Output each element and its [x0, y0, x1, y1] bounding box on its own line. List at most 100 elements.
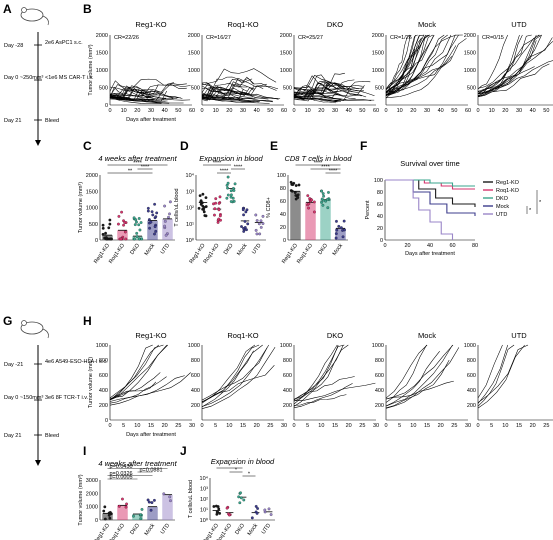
tumor-trace: [385, 34, 463, 95]
data-point: [226, 186, 229, 190]
y-tick-label: 2000: [280, 33, 292, 39]
y-tick-label: 1000: [96, 343, 108, 349]
data-point: [290, 189, 294, 193]
x-tick-label: 10: [397, 108, 403, 114]
data-point: [267, 507, 271, 511]
data-point: [153, 225, 157, 229]
tumor-trace: [109, 80, 164, 94]
significance-label: **: [128, 169, 133, 175]
x-tick-label: 50: [359, 108, 365, 114]
y-tick-label: 0: [95, 238, 98, 244]
data-point: [123, 221, 127, 224]
panel-c-bar-chart: 4 weeks after treatment0500100015002000T…: [78, 154, 178, 265]
tumor-trace: [477, 344, 515, 407]
y-tick-label: 10⁰: [186, 237, 195, 244]
cr-label: CR=16/27: [206, 35, 231, 41]
y-tick-label: 3000: [86, 478, 98, 484]
x-tick-label: 60: [465, 108, 471, 114]
x-tick-label: 0: [292, 423, 295, 429]
timeline-day: Day 21: [4, 118, 21, 124]
data-point: [151, 213, 155, 217]
subplot-title: DKO: [327, 331, 343, 340]
y-tick-label: 1000: [372, 343, 384, 349]
tumor-trace: [109, 344, 168, 401]
category-label: Roq1-KO: [108, 522, 126, 540]
tumor-trace: [477, 344, 508, 404]
data-point: [335, 219, 338, 223]
p-value-label: p=0.0450: [110, 464, 133, 470]
y-tick-label: 200: [99, 403, 108, 409]
panel-label-h: H: [83, 314, 92, 328]
data-point: [229, 195, 233, 199]
y-tick-label: 500: [467, 86, 476, 92]
data-point: [322, 194, 326, 198]
data-point: [258, 232, 262, 236]
data-point: [149, 220, 153, 224]
x-tick-label: 20: [226, 108, 232, 114]
timeline-day: Day -21: [4, 362, 23, 368]
data-point: [226, 181, 230, 185]
data-point: [169, 499, 172, 503]
y-tick-label: 1000: [464, 68, 476, 74]
tumor-trace: [385, 351, 440, 407]
tumor-trace: [385, 34, 448, 96]
y-tick-label: 400: [191, 388, 200, 394]
y-tick-label: 1500: [188, 51, 200, 57]
x-tick-label: 20: [318, 108, 324, 114]
tumor-trace: [201, 344, 263, 403]
data-point: [238, 501, 242, 505]
tumor-trace: [385, 34, 418, 97]
x-tick-label: 10: [121, 108, 127, 114]
y-tick-label: 20: [377, 226, 383, 232]
y-tick-label: 600: [191, 373, 200, 379]
y-tick-label: 0: [283, 238, 286, 244]
tumor-trace: [201, 350, 254, 408]
tumor-trace: [385, 34, 452, 94]
category-label: Roq1-KO: [296, 242, 314, 265]
data-point: [261, 222, 265, 225]
data-point: [197, 206, 201, 210]
tumor-trace: [477, 34, 540, 94]
tumor-trace: [201, 82, 251, 95]
tumor-trace: [109, 78, 187, 97]
subplot-title: UTD: [511, 20, 527, 29]
chart-title: Expansion in blood: [211, 457, 275, 466]
panel-j-scatter: Expansion in blood 10⁰ 10¹ 10² 10³ 10⁴ T cells…: [188, 457, 275, 540]
x-tick-label: 15: [240, 423, 246, 429]
x-tick-label: 40: [438, 108, 444, 114]
data-point: [138, 228, 142, 232]
tumor-trace: [201, 96, 259, 103]
panel-label-f: F: [360, 139, 367, 153]
timeline-g: Day -21 4e6 A549-ESO-HLA-I s.c. Day 0 ~1…: [4, 345, 108, 466]
subplot-title: Mock: [418, 331, 436, 340]
data-point: [168, 212, 171, 216]
data-point: [137, 217, 141, 220]
data-point: [104, 236, 108, 239]
data-point: [225, 506, 229, 510]
x-tick-label: 30: [281, 423, 287, 429]
tumor-trace: [385, 347, 460, 409]
tumor-trace: [477, 63, 550, 98]
x-tick-label: 20: [530, 423, 536, 429]
data-point: [254, 504, 258, 508]
timeline-day: Day 0 ~250mm³: [4, 75, 43, 81]
y-tick-label: 2000: [86, 173, 98, 179]
cr-label: CR=22/26: [114, 35, 139, 41]
category-label: Reg1-KO: [93, 522, 111, 540]
data-point: [132, 514, 135, 518]
y-tick-label: 500: [283, 86, 292, 92]
data-point: [212, 202, 215, 206]
data-point: [109, 237, 113, 241]
data-point: [250, 516, 254, 520]
panel-i-bar-chart: 4 weeks after treatment 0 1000 2000 3000Tumo…: [78, 459, 178, 540]
data-point: [216, 221, 220, 224]
data-point: [296, 193, 300, 197]
tumor-trace: [385, 344, 453, 407]
x-tick-label: 15: [516, 423, 522, 429]
data-point: [246, 222, 250, 226]
tumor-trace: [477, 344, 529, 403]
data-point: [320, 189, 324, 193]
data-point: [296, 196, 300, 199]
data-point: [294, 184, 298, 187]
bar: [117, 230, 128, 240]
